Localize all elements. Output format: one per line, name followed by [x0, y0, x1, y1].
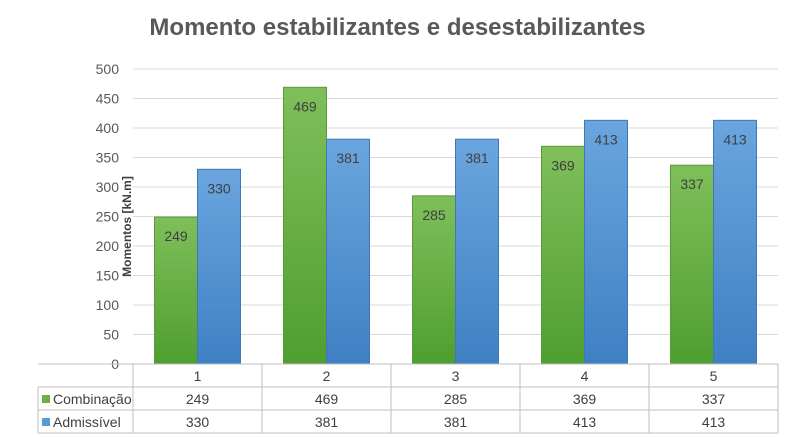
y-tick-label: 500	[96, 61, 120, 77]
table-cell: 381	[315, 414, 339, 430]
table-cell: 413	[573, 414, 597, 430]
table-cell: 381	[444, 414, 468, 430]
table-cell: 469	[315, 391, 339, 407]
legend-label: Combinação	[53, 391, 132, 407]
bar-admissivel	[197, 168, 241, 365]
y-tick-label: 100	[96, 297, 120, 313]
data-label: 337	[680, 176, 704, 192]
bar-combinacao	[541, 145, 585, 365]
x-tick-label: 3	[452, 368, 460, 384]
y-tick-label: 300	[96, 179, 120, 195]
table-cell: 249	[186, 391, 210, 407]
data-label: 413	[594, 131, 618, 147]
legend-label: Admissível	[53, 414, 121, 430]
data-label: 381	[465, 150, 489, 166]
y-tick-label: 350	[96, 150, 120, 166]
data-label: 285	[422, 207, 446, 223]
legend-swatch	[42, 418, 50, 426]
y-tick-label: 150	[96, 268, 120, 284]
bar-combinacao	[283, 86, 327, 365]
table-cell: 337	[702, 391, 726, 407]
table-cell: 330	[186, 414, 210, 430]
table-cell: 369	[573, 391, 597, 407]
data-label: 413	[723, 131, 747, 147]
x-tick-label: 4	[581, 368, 589, 384]
data-label: 249	[164, 228, 188, 244]
table-cell: 413	[702, 414, 726, 430]
bar-admissivel	[326, 138, 370, 365]
data-label: 469	[293, 98, 317, 114]
x-tick-label: 5	[710, 368, 718, 384]
bar-combinacao	[670, 164, 714, 365]
y-axis-label: Momentos [kN.m]	[120, 176, 134, 277]
bar-admissivel	[584, 119, 628, 365]
y-tick-label: 200	[96, 238, 120, 254]
legend-swatch	[42, 395, 50, 403]
data-label: 381	[336, 150, 360, 166]
x-tick-label: 2	[323, 368, 331, 384]
y-tick-label: 400	[96, 120, 120, 136]
bar-admissivel	[455, 138, 499, 365]
y-tick-label: 450	[96, 91, 120, 107]
data-label: 369	[551, 157, 575, 173]
table-cell: 285	[444, 391, 468, 407]
bar-admissivel	[713, 119, 757, 365]
y-tick-label: 50	[103, 327, 119, 343]
data-label: 330	[207, 180, 231, 196]
x-tick-label: 1	[194, 368, 202, 384]
y-tick-label: 250	[96, 209, 120, 225]
chart-title: Momento estabilizantes e desestabilizant…	[149, 14, 646, 41]
